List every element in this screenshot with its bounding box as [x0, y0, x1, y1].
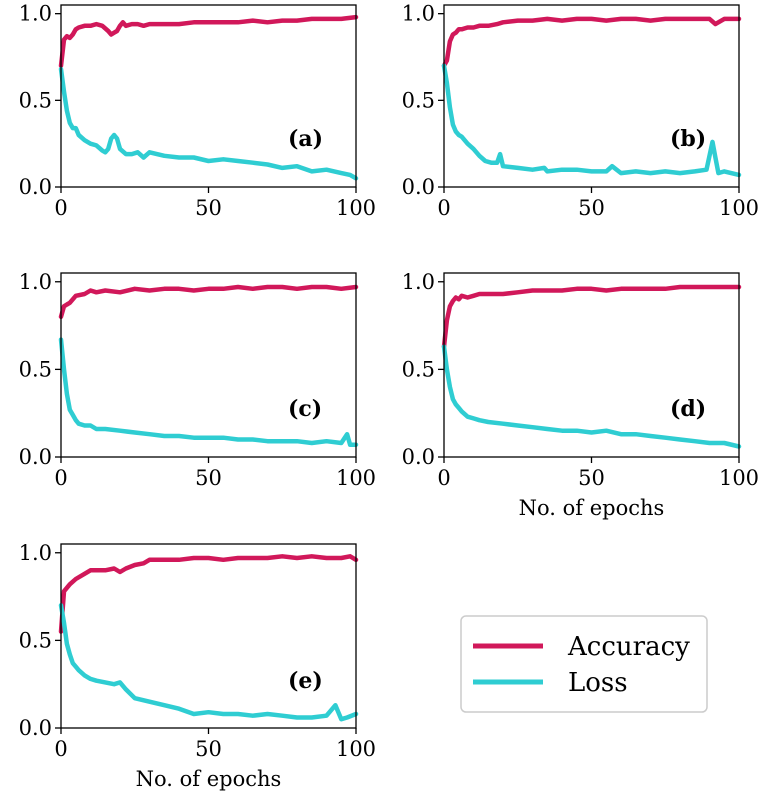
series-loss-line	[441, 63, 742, 178]
panel-label: (b)	[670, 126, 706, 152]
y-tick-label: 0.0	[402, 175, 435, 199]
y-tick-label: 1.0	[19, 2, 52, 26]
panel-label: (a)	[288, 126, 323, 152]
x-tick-label: 50	[578, 196, 605, 220]
series-accuracy-line	[58, 284, 359, 320]
legend-label-loss: Loss	[568, 668, 628, 698]
x-tick-label: 100	[336, 196, 376, 220]
y-tick-label: 0.5	[402, 357, 435, 381]
y-tick-label: 0.5	[19, 88, 52, 112]
y-tick-label: 0.0	[19, 716, 52, 740]
x-tick-label: 100	[336, 737, 376, 761]
x-tick-label: 0	[54, 196, 67, 220]
series-loss-line	[58, 603, 359, 722]
y-tick-label: 0.0	[19, 175, 52, 199]
panel-e: 0.0 0.5 1.0 0 50 100 No. of epochs (e)	[19, 541, 376, 791]
y-tick-label: 0.0	[19, 445, 52, 469]
panel-label: (d)	[670, 396, 706, 422]
x-tick-label: 0	[437, 196, 450, 220]
x-tick-label: 50	[195, 737, 222, 761]
y-tick-label: 1.0	[19, 541, 52, 565]
panels: 0.00.51.00 50 100(a)0.00.51.00 50 100(b)0.00…	[19, 2, 759, 791]
y-tick-label: 1.0	[402, 2, 435, 26]
y-tick-label: 1.0	[402, 270, 435, 294]
y-tick-label: 0.5	[402, 88, 435, 112]
series-accuracy-line	[441, 284, 742, 349]
panel-label: (c)	[288, 396, 322, 422]
series-loss-line	[58, 337, 359, 447]
x-tick-label: 50	[578, 466, 605, 490]
panel-a: 0.0 0.5 1.0 0 50 100 (a)	[19, 2, 376, 220]
x-tick-label: 50	[195, 466, 222, 490]
axes-frame	[443, 272, 740, 458]
legend-box	[460, 615, 708, 713]
panel-label: (e)	[288, 668, 323, 694]
legend: Accuracy Loss	[460, 615, 708, 713]
x-tick-label: 0	[437, 466, 450, 490]
x-tick-label: 100	[719, 466, 759, 490]
x-tick-label: 0	[54, 466, 67, 490]
series-accuracy-line	[441, 16, 742, 68]
y-tick-label: 0.5	[19, 628, 52, 652]
panel-d: 0.0 0.5 1.0 0 50 100 No. of epochs (d)	[402, 270, 759, 520]
legend-label-accuracy: Accuracy	[567, 632, 690, 662]
x-tick-label: 100	[719, 196, 759, 220]
series-loss-line	[58, 66, 359, 181]
y-tick-label: 1.0	[19, 270, 52, 294]
series-accuracy-line	[58, 14, 359, 68]
y-tick-label: 0.0	[402, 445, 435, 469]
x-axis-title: No. of epochs	[136, 767, 282, 791]
x-tick-label: 50	[195, 196, 222, 220]
y-tick-label: 0.5	[19, 357, 52, 381]
x-tick-label: 0	[54, 737, 67, 761]
panel-c: 0.0 0.5 1.0 0 50 100 (c)	[19, 270, 376, 490]
x-axis-title: No. of epochs	[519, 496, 665, 520]
series-loss-line	[441, 344, 742, 449]
x-tick-label: 100	[336, 466, 376, 490]
panel-b: 0.0 0.5 1.0 0 50 100 (b)	[402, 2, 759, 220]
series-accuracy-line	[58, 554, 359, 634]
